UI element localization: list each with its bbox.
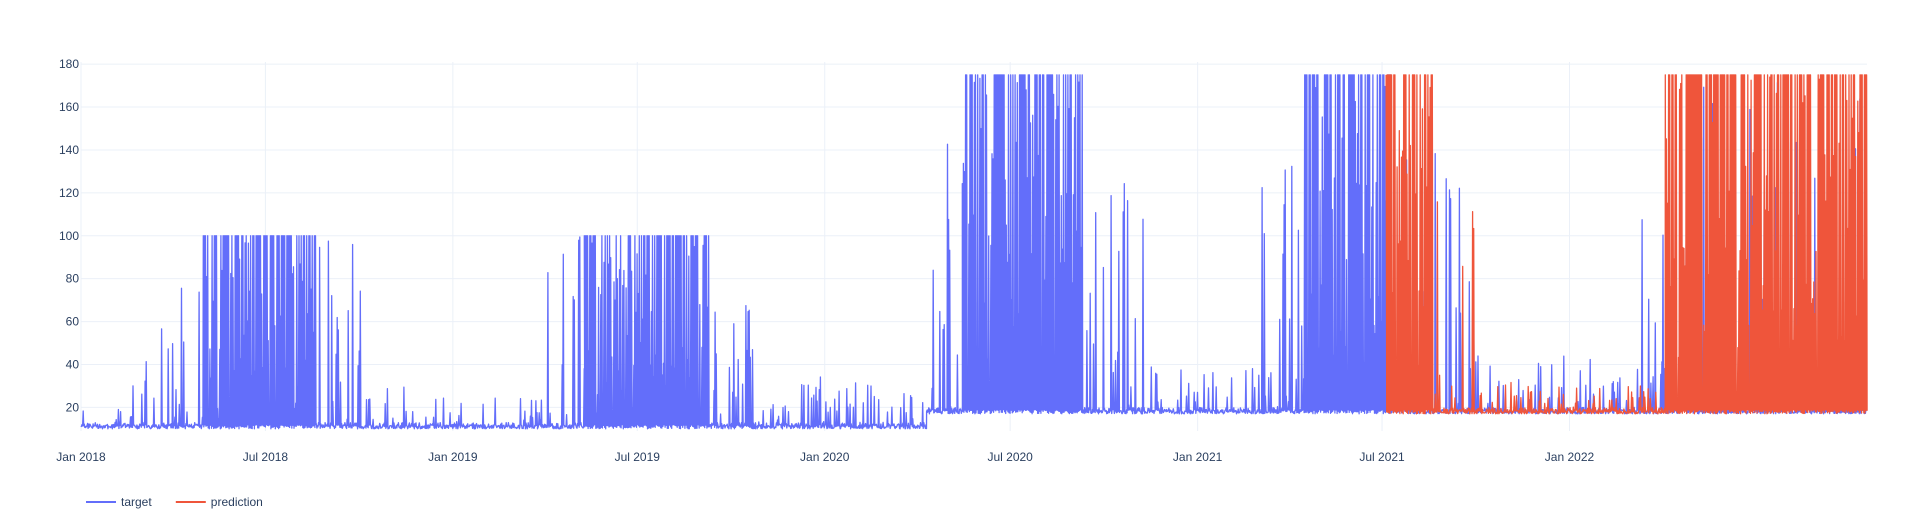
y-tick-label: 180: [59, 57, 79, 71]
legend[interactable]: target prediction: [86, 495, 263, 509]
y-tick-label: 80: [66, 272, 80, 286]
series-line-prediction: [1385, 74, 1868, 415]
axis-layer: Jan 2018 Jul 2018 Jan 2019 Jul 2019 Jan 2020…: [56, 57, 1594, 464]
legend-item-target[interactable]: target: [86, 495, 152, 509]
x-tick-label: Jul 2021: [1359, 450, 1405, 464]
legend-label: target: [121, 495, 152, 509]
legend-label: prediction: [211, 495, 263, 509]
y-tick-label: 20: [66, 400, 80, 414]
y-tick-label: 140: [59, 143, 79, 157]
x-tick-label: Jan 2020: [800, 450, 850, 464]
y-tick-label: 60: [66, 315, 80, 329]
x-tick-label: Jan 2021: [1173, 450, 1223, 464]
x-tick-label: Jul 2018: [243, 450, 289, 464]
y-tick-label: 160: [59, 100, 79, 114]
y-tick-label: 100: [59, 229, 79, 243]
x-tick-label: Jan 2018: [56, 450, 106, 464]
x-tick-label: Jan 2022: [1545, 450, 1595, 464]
x-tick-label: Jul 2019: [615, 450, 661, 464]
y-tick-label: 120: [59, 186, 79, 200]
y-tick-label: 40: [66, 357, 80, 371]
x-tick-label: Jan 2019: [428, 450, 478, 464]
series-layer: [80, 74, 1868, 430]
x-tick-label: Jul 2020: [987, 450, 1033, 464]
legend-item-prediction[interactable]: prediction: [175, 495, 263, 509]
